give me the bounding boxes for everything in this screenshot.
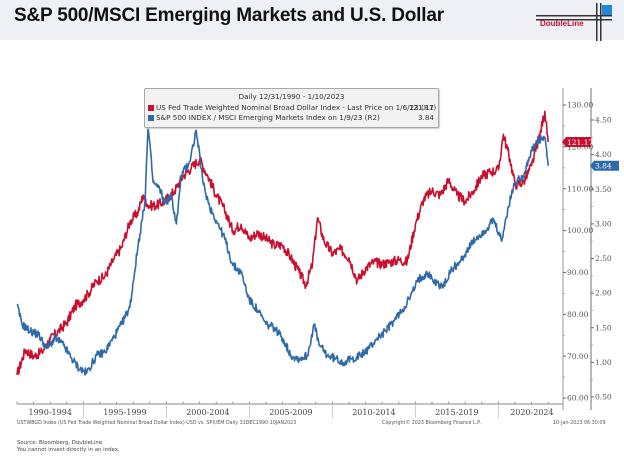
r2-tick-label: 4.00	[595, 150, 612, 159]
legend-item-spx-em-ratio: S&P 500 INDEX / MSCI Emerging Markets In…	[148, 113, 434, 123]
r1-tick-label: 100.00	[567, 226, 593, 235]
header-band: S&P 500/MSCI Emerging Markets and U.S. D…	[0, 0, 624, 40]
r1-tick-label: 80.00	[567, 310, 589, 319]
x-category-label: 2000-2004	[186, 408, 229, 417]
legend-label: S&P 500 INDEX / MSCI Emerging Markets In…	[156, 113, 380, 122]
timestamp-footnote: 10-Jan-2023 06:30:09	[553, 421, 606, 426]
r2-tick-label: 1.00	[595, 358, 612, 367]
chart-legend: Daily 12/31/1990 - 1/10/2023 US Fed Trad…	[144, 88, 439, 128]
x-category-label: 1990-1994	[28, 408, 71, 417]
legend-label: US Fed Trade Weighted Nominal Broad Doll…	[156, 103, 437, 112]
last-value-tag-text: 3.84	[595, 162, 612, 171]
r2-tick-label: 0.50	[595, 393, 612, 402]
page-title: S&P 500/MSCI Emerging Markets and U.S. D…	[14, 5, 444, 26]
r2-tick-label: 1.50	[595, 323, 612, 332]
x-category-label: 2005-2009	[269, 408, 312, 417]
r1-tick-label: 60.00	[567, 394, 589, 403]
source-note: Source: Bloomberg, DoubleLine You cannot…	[17, 440, 120, 454]
r1-tick-label: 130.00	[567, 101, 593, 110]
r1-tick-label: 70.00	[567, 352, 589, 361]
last-value-tag-r2: 3.84	[590, 160, 619, 171]
r1-tick-label: 90.00	[567, 268, 589, 277]
disclaimer-text: You cannot invest directly in an index.	[17, 447, 120, 453]
legend-value: 121.17	[408, 103, 434, 112]
last-value-tag-text: 121.17	[567, 138, 593, 147]
copyright-footnote: Copyright© 2023 Bloomberg Finance L.P.	[382, 421, 481, 426]
logo-text: DoubleLine	[540, 19, 584, 28]
last-value-tag-bg	[590, 160, 619, 171]
series-line-dollar-index	[16, 110, 549, 376]
legend-swatch-red	[148, 105, 154, 111]
legend-item-dollar-index: US Fed Trade Weighted Nominal Broad Doll…	[148, 103, 437, 113]
x-category-label: 2020-2024	[510, 408, 553, 417]
x-category-label: 2015-2019	[435, 408, 478, 417]
legend-title: Daily 12/31/1990 - 1/10/2023	[238, 92, 345, 101]
r2-tick-label: 3.50	[595, 185, 612, 194]
ticker-footnote: USTWBGD Index (US Fed Trade Weighted Nom…	[17, 421, 297, 426]
last-value-tag-bg	[562, 136, 591, 147]
x-category-label: 2010-2014	[352, 408, 395, 417]
legend-swatch-blue	[148, 115, 154, 121]
legend-value: 3.84	[417, 113, 434, 122]
doubleline-logo-icon	[536, 3, 612, 41]
r1-tick-label: 110.00	[567, 184, 593, 193]
r2-tick-label: 4.50	[595, 116, 612, 125]
r2-tick-label: 2.00	[595, 289, 612, 298]
r2-tick-label: 3.00	[595, 219, 612, 228]
series-line-spx-em-ratio	[16, 126, 549, 376]
r2-tick-label: 2.50	[595, 254, 612, 263]
source-text: Source: Bloomberg, DoubleLine	[17, 440, 103, 446]
last-value-tag-r1: 121.17	[562, 136, 593, 147]
x-category-label: 1995-1999	[103, 408, 146, 417]
